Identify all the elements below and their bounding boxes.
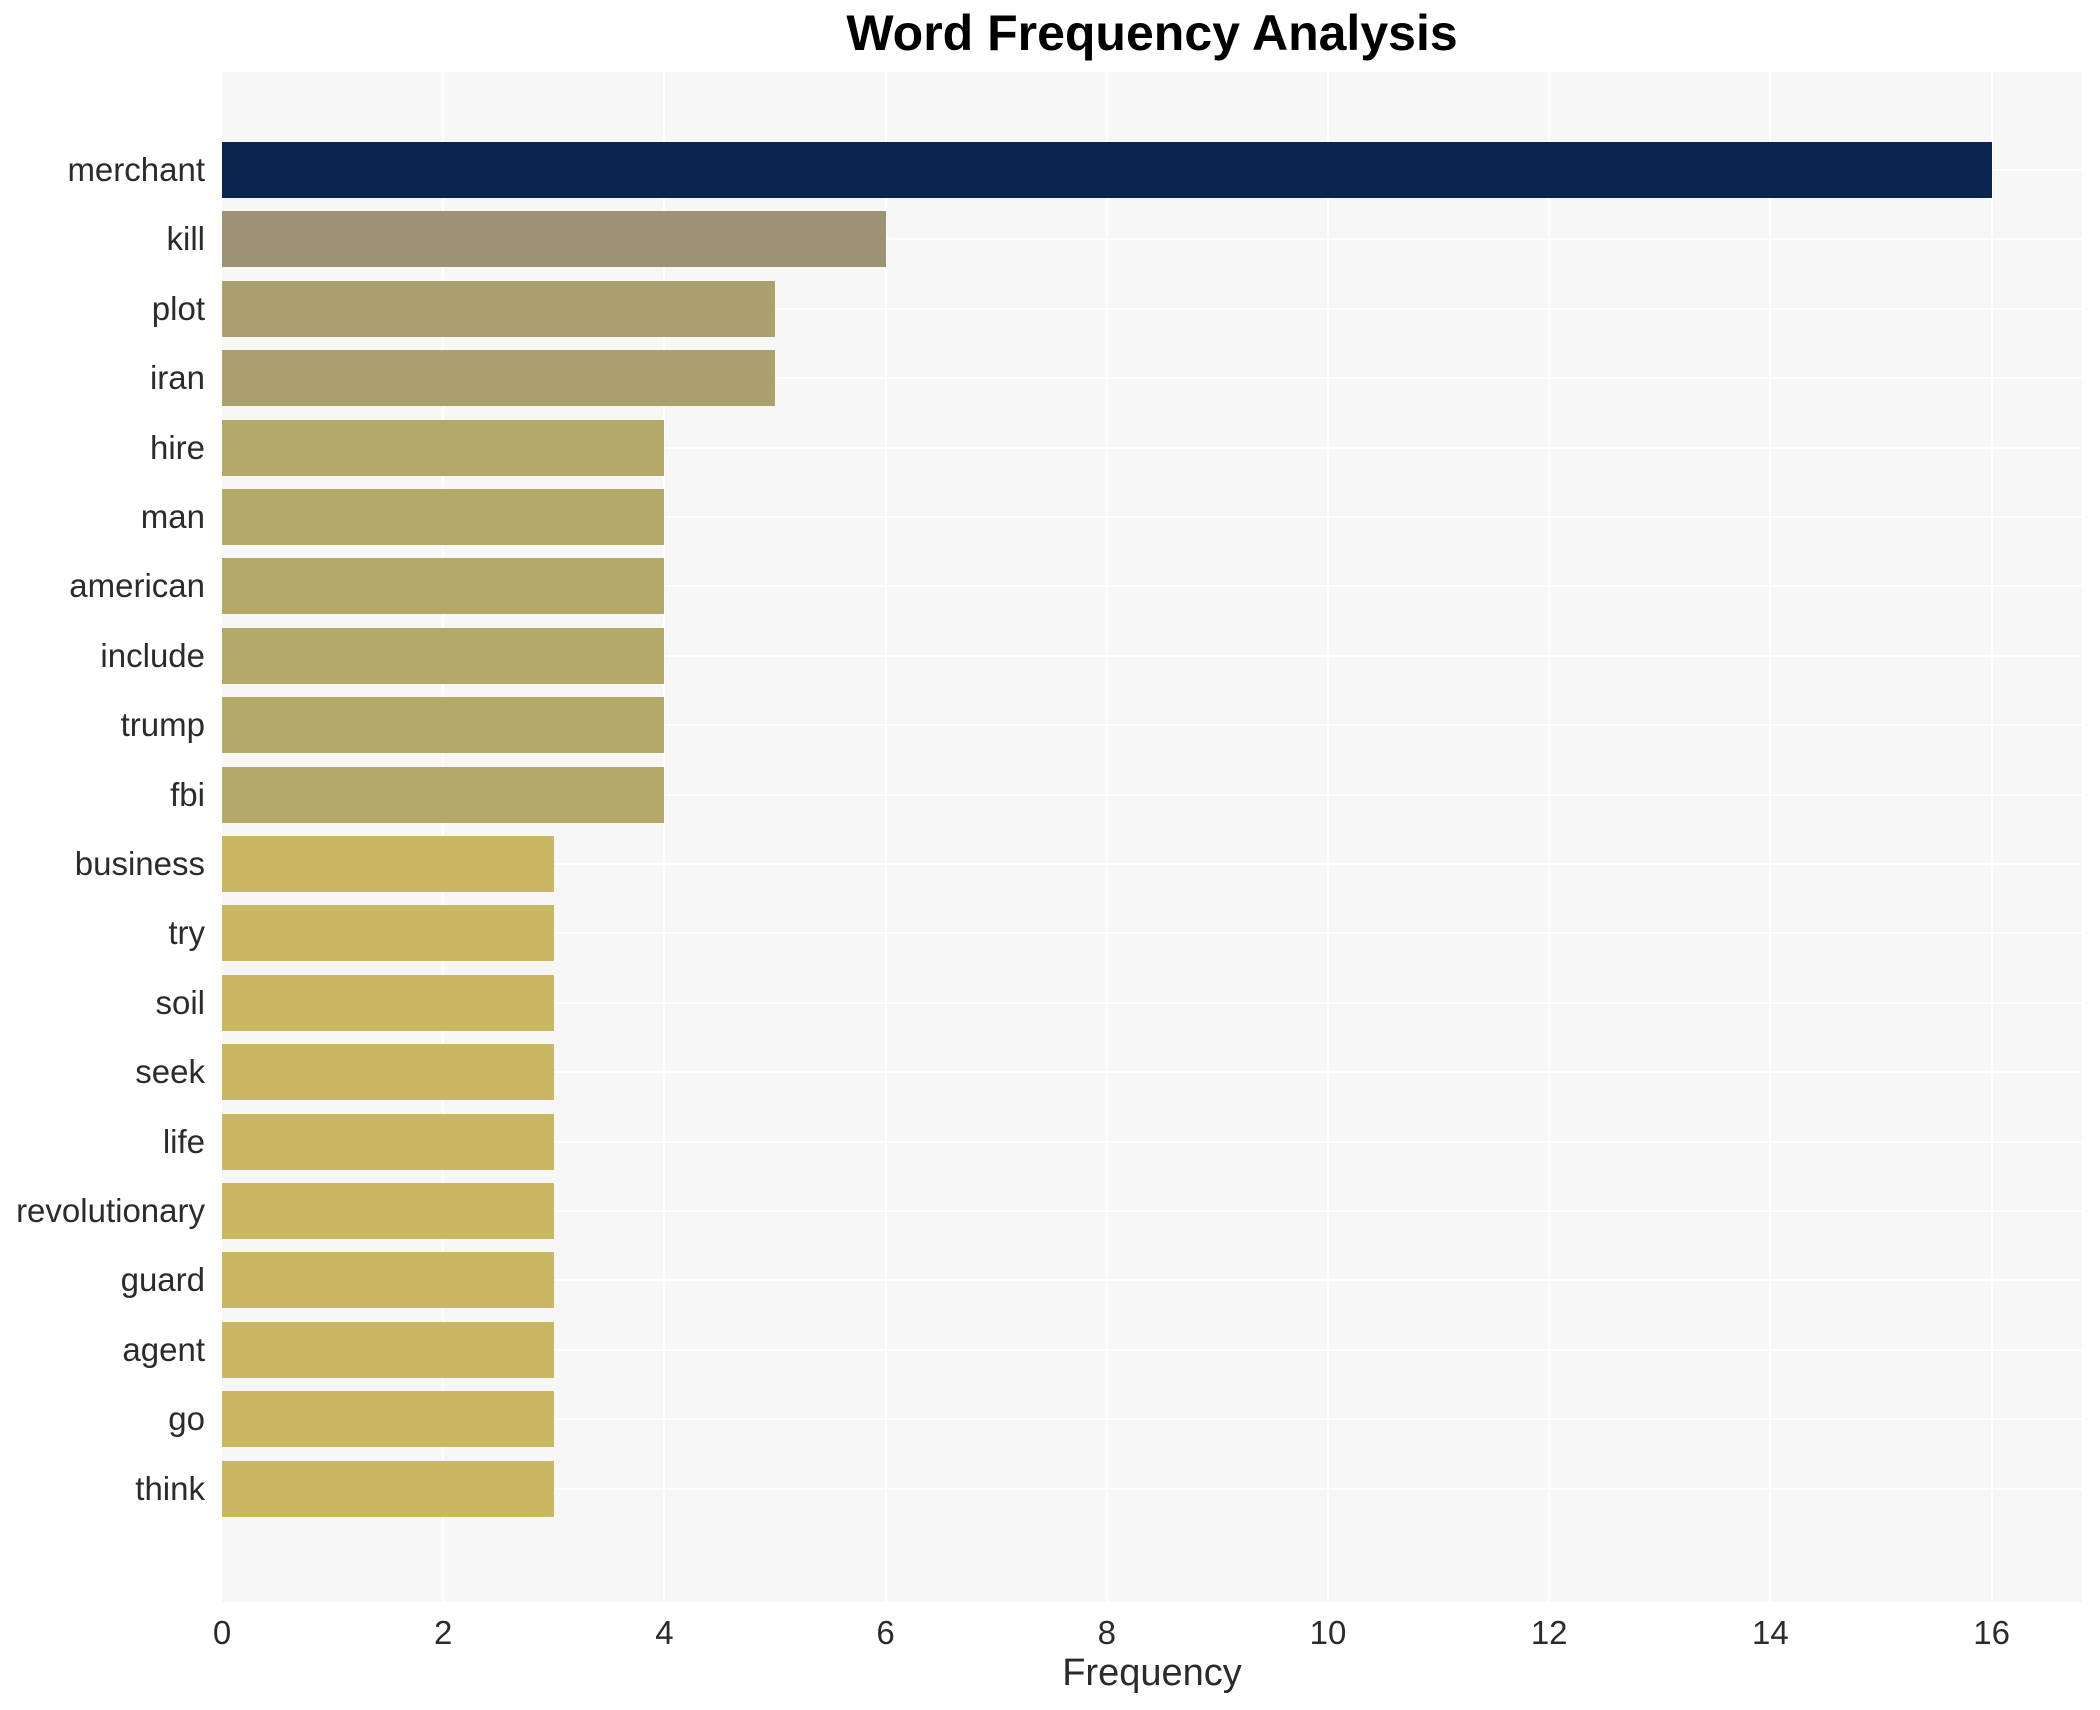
y-tick-label: soil [155,983,205,1021]
horizontal-gridline [222,1140,2082,1143]
bar-american [222,558,665,615]
bar-go [222,1391,554,1448]
horizontal-gridline [222,863,2082,865]
vertical-gridline [884,72,887,1602]
y-tick-label: business [74,845,205,882]
bar-man [222,489,665,545]
y-tick-label: life [162,1122,205,1160]
bar-business [222,836,554,892]
bar-life [222,1113,554,1170]
horizontal-gridline [222,1001,2082,1004]
x-tick-label: 16 [1973,1614,2010,1651]
bar-agent [222,1321,554,1378]
horizontal-gridline [222,793,2082,796]
y-tick-label: hire [149,428,205,466]
horizontal-gridline [222,238,2082,241]
y-tick-label: seek [135,1053,205,1091]
horizontal-gridline [222,1418,2082,1421]
x-tick-label: 12 [1530,1614,1568,1651]
y-tick-label: agent [122,1330,205,1368]
horizontal-gridline [222,654,2082,657]
y-tick-label: go [168,1400,205,1438]
bar-iran [222,350,775,407]
y-tick-label: plot [151,289,205,327]
bar-trump [222,697,665,754]
vertical-gridline [1327,72,1329,1602]
y-tick-label: american [69,567,205,605]
bar-think [222,1460,554,1517]
x-axis-label: Frequency [1062,1652,1242,1694]
bar-guard [222,1252,554,1309]
y-tick-label: revolutionary [16,1192,205,1229]
y-tick-label: iran [149,359,205,397]
horizontal-gridline [222,1487,2082,1490]
y-tick-label: merchant [67,151,205,188]
y-tick-label: try [168,914,205,952]
horizontal-gridline [222,585,2082,588]
x-tick-label: 4 [655,1614,674,1651]
horizontal-gridline [222,724,2082,727]
horizontal-gridline [222,516,2082,518]
x-tick-label: 10 [1309,1614,1347,1651]
x-tick-label: 0 [212,1614,232,1651]
y-tick-label: think [135,1469,205,1507]
bar-kill [222,211,886,268]
vertical-gridline [1548,72,1551,1602]
horizontal-gridline [222,1348,2082,1351]
bar-include [222,627,665,684]
horizontal-gridline [222,307,2082,310]
horizontal-gridline [222,932,2082,935]
y-tick-label: guard [120,1261,205,1299]
vertical-gridline [1769,72,1772,1602]
bar-seek [222,1044,554,1101]
horizontal-gridline [222,377,2082,380]
bar-plot [222,280,775,337]
bar-revolutionary [222,1183,554,1239]
x-tick-label: 14 [1752,1614,1789,1651]
bar-merchant [222,142,1992,198]
y-tick-label: kill [166,220,206,258]
x-tick-label: 8 [1097,1614,1116,1651]
horizontal-gridline [222,1210,2082,1212]
y-tick-label: trump [120,706,205,744]
vertical-gridline [1990,72,1993,1602]
x-tick-label: 6 [876,1614,895,1651]
horizontal-gridline [222,1279,2082,1282]
bar-try [222,905,554,962]
x-tick-label: 2 [434,1614,453,1651]
chart-title: Word Frequency Analysis [846,5,1458,61]
horizontal-gridline [222,446,2082,449]
y-tick-label: fbi [170,775,205,813]
y-tick-label: man [140,498,205,535]
bar-fbi [222,766,665,823]
vertical-gridline [1105,72,1108,1602]
bar-soil [222,974,554,1031]
vertical-gridline [663,72,666,1602]
horizontal-gridline [222,1071,2082,1074]
plot-panel [222,72,2082,1602]
y-tick-label: include [100,636,205,674]
bar-hire [222,419,665,476]
